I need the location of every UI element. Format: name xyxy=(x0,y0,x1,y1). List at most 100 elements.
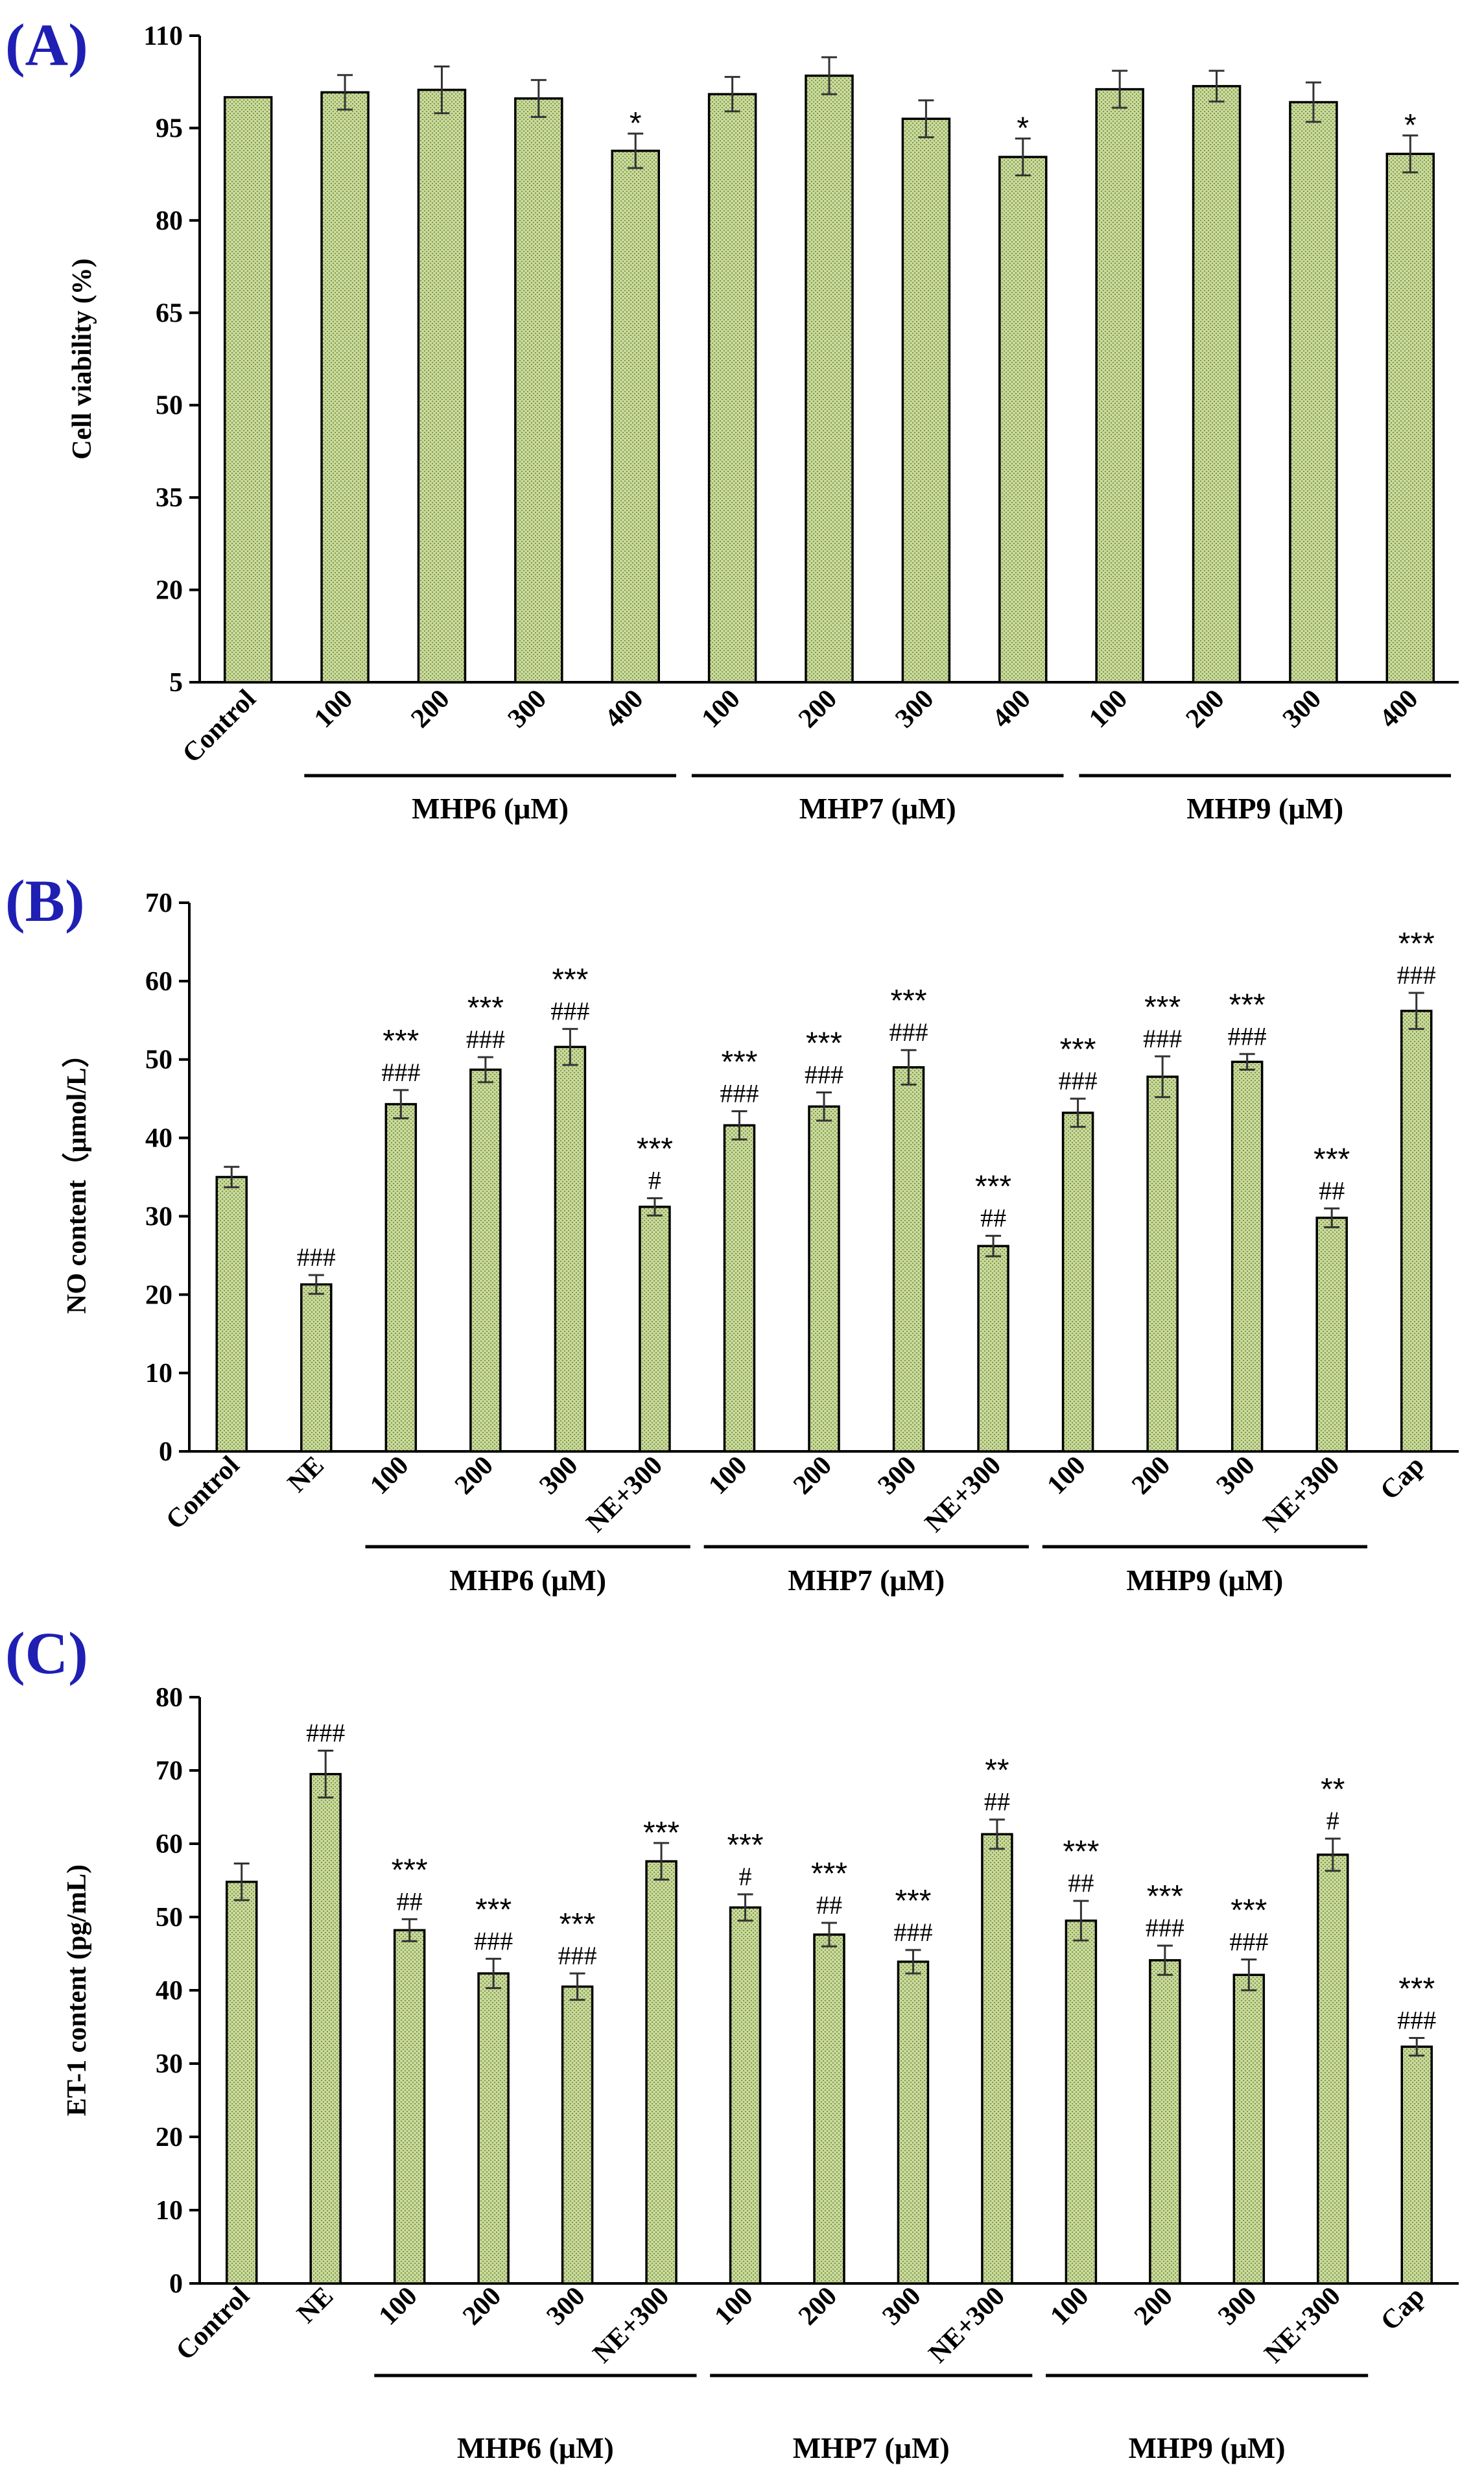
panel-c-ytick-label: 20 xyxy=(156,2123,183,2152)
panel-c-bar xyxy=(729,1906,762,2285)
panel-b-letter: (B) xyxy=(5,868,85,934)
panel-c-significance-label: *** xyxy=(727,1828,764,1863)
panel-b-significance-label: ### xyxy=(1397,960,1436,990)
panel-c-bar xyxy=(225,1881,258,2285)
panel-c-xtick-label: 300 xyxy=(541,2281,591,2331)
panel-a-significance-label: * xyxy=(630,106,642,141)
panel-b-significance-label: ### xyxy=(1228,1021,1267,1051)
panel-a-bar xyxy=(320,91,370,684)
panel-a-xtick-label: 300 xyxy=(502,684,552,734)
panel-a-bar xyxy=(417,88,467,684)
panel-a-xtick-label: 200 xyxy=(405,684,455,734)
panel-a-ytick-label: 65 xyxy=(156,298,183,328)
panel-c-significance-label: # xyxy=(739,1862,752,1891)
panel-a-bar xyxy=(805,74,854,684)
panel-b-significance-label: *** xyxy=(1229,988,1266,1022)
panel-c-group-label: MHP7 (μM) xyxy=(793,2431,950,2464)
panel-c-significance-label: ** xyxy=(985,1754,1009,1788)
panel-b-significance-label: ### xyxy=(466,1025,505,1054)
panel-c-significance-label: ## xyxy=(984,1787,1010,1816)
panel-c-significance-label: *** xyxy=(1398,1971,1435,2006)
panel-c-xtick-label: 200 xyxy=(793,2281,843,2331)
panel-a-significance-label: * xyxy=(1017,112,1029,146)
panel-a-ytick-label: 50 xyxy=(156,391,183,421)
panel-c-bar xyxy=(1065,1919,1098,2285)
panel-c-ytick-label: 80 xyxy=(156,1683,183,1713)
panel-c-significance-label: ### xyxy=(558,1941,597,1970)
panel-b-xtick-label: 100 xyxy=(703,1451,753,1501)
panel-b-bar xyxy=(977,1244,1009,1453)
panel-b-significance-label: ### xyxy=(720,1078,759,1108)
panel-b-xtick-label: 200 xyxy=(449,1451,499,1501)
panel-b-significance-label: *** xyxy=(975,1170,1011,1204)
panel-c-significance-label: *** xyxy=(811,1857,847,1891)
panel-a-xtick-label: Control xyxy=(177,684,262,769)
panel-c-significance-label: *** xyxy=(1147,1879,1183,1914)
panel-c-group-label: MHP6 (μM) xyxy=(457,2431,614,2464)
panel-a-bar xyxy=(611,149,660,684)
panel-b-bar xyxy=(469,1068,502,1453)
panel-c-bar xyxy=(1400,2045,1433,2285)
panel-b-xtick-label: 200 xyxy=(788,1451,838,1501)
panel-b-bar xyxy=(1400,1010,1433,1453)
panel-a: (A) 5 20 35 50 65 80 95 110 Cell viability (%) Co… xyxy=(5,12,1459,825)
panel-b-ylabel: NO content（μmol/L） xyxy=(62,1040,92,1314)
panel-c-significance-label: ## xyxy=(1068,1868,1094,1898)
panel-c-xtick-label: NE+300 xyxy=(1259,2281,1347,2369)
panel-a-bar xyxy=(223,96,273,684)
panel-a-bar xyxy=(1095,88,1144,684)
panel-b-bar xyxy=(215,1176,248,1453)
panel-a-xtick-label: 100 xyxy=(1083,684,1133,734)
panel-b-xtick-label: 100 xyxy=(1042,1451,1092,1501)
panel-a-xtick-label: 300 xyxy=(889,684,939,734)
panel-c-significance-label: ### xyxy=(1146,1913,1184,1942)
panel-c-ytick-label: 70 xyxy=(156,1756,183,1786)
panel-c-xtick-label: NE xyxy=(291,2281,339,2329)
panel-b-significance-label: ### xyxy=(889,1018,928,1047)
panel-a-ytick-label: 95 xyxy=(156,113,183,143)
panel-b-group-label: MHP6 (μM) xyxy=(449,1564,606,1597)
panel-b-bar xyxy=(554,1045,587,1453)
panel-c-xtick-label: 300 xyxy=(877,2281,926,2331)
panel-b-significance-label: *** xyxy=(806,1026,842,1060)
panel-c-significance-label: # xyxy=(1326,1806,1339,1835)
panel-a-significance-label: * xyxy=(1404,108,1417,143)
panel-c-group-label: MHP9 (μM) xyxy=(1129,2431,1286,2464)
panel-c-ytick-label: 10 xyxy=(156,2196,183,2226)
panel-b-ytick-label: 20 xyxy=(145,1280,172,1310)
panel-c-bar xyxy=(309,1772,342,2285)
panel-c-bar xyxy=(1149,1959,1181,2285)
panel-b-xtick-label: NE+300 xyxy=(919,1451,1007,1538)
panel-c-bar xyxy=(813,1933,845,2285)
panel-b-significance-label: *** xyxy=(721,1045,757,1079)
panel-a-bar xyxy=(1289,101,1338,684)
panel-a-xtick-label: 100 xyxy=(309,684,359,734)
panel-a-ytick-label: 20 xyxy=(156,576,183,606)
panel-a-bar xyxy=(998,156,1048,684)
panel-c-bar xyxy=(645,1860,677,2285)
panel-a-bar xyxy=(1192,85,1242,684)
panel-c-significance-label: *** xyxy=(895,1884,931,1918)
panel-a-bar xyxy=(514,97,563,684)
panel-b-bar xyxy=(808,1105,840,1453)
panel-b-significance-label: *** xyxy=(1144,990,1181,1025)
panel-b-significance-label: *** xyxy=(891,984,927,1018)
panel-a-xtick-label: 400 xyxy=(987,684,1037,734)
panel-c-xtick-label: Control xyxy=(171,2281,255,2366)
panel-b-group-label: MHP7 (μM) xyxy=(788,1564,945,1597)
panel-b-ytick-label: 40 xyxy=(145,1124,172,1154)
panel-b-bar xyxy=(639,1206,671,1453)
panel-a-xtick-label: 200 xyxy=(1181,684,1231,734)
panel-c-bar xyxy=(1232,1973,1266,2285)
panel-c-bar xyxy=(981,1833,1013,2285)
panel-c-bar xyxy=(477,1972,510,2285)
panel-c-xtick-label: 100 xyxy=(1044,2281,1094,2331)
panel-a-ylabel: Cell viability (%) xyxy=(67,258,97,459)
panel-b-xtick-label: NE+300 xyxy=(581,1451,668,1538)
panel-c-significance-label: ## xyxy=(816,1890,842,1920)
panel-a-letter: (A) xyxy=(5,12,88,78)
panel-b-xtick-label: NE xyxy=(282,1451,330,1499)
panel-a-xtick-label: 400 xyxy=(599,684,649,734)
panel-b-bar xyxy=(723,1124,756,1453)
panel-c-significance-label: ## xyxy=(397,1887,423,1916)
